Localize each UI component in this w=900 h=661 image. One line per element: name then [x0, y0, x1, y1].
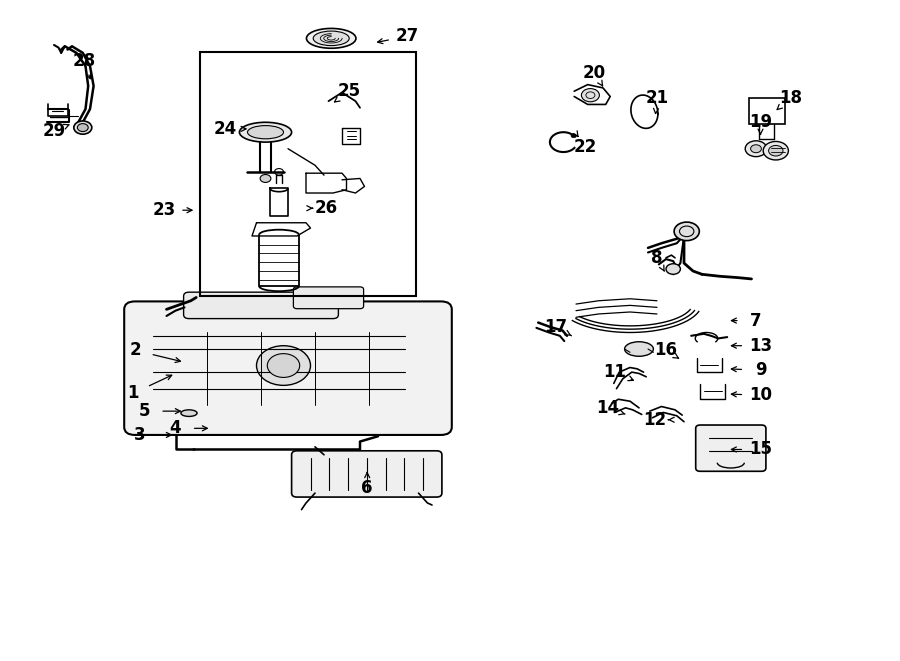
Circle shape: [674, 222, 699, 241]
Text: 28: 28: [72, 52, 95, 70]
Ellipse shape: [181, 410, 197, 416]
Text: 10: 10: [749, 386, 772, 405]
FancyBboxPatch shape: [184, 292, 338, 319]
FancyBboxPatch shape: [293, 287, 364, 309]
Circle shape: [666, 264, 680, 274]
Text: 2: 2: [130, 341, 140, 360]
Ellipse shape: [239, 122, 292, 142]
Text: 11: 11: [603, 363, 626, 381]
Text: 18: 18: [778, 89, 802, 107]
Text: 22: 22: [573, 137, 597, 156]
FancyBboxPatch shape: [124, 301, 452, 435]
Text: 7: 7: [751, 311, 761, 330]
Circle shape: [256, 346, 310, 385]
Text: 14: 14: [596, 399, 619, 418]
Text: 20: 20: [582, 63, 606, 82]
Circle shape: [769, 145, 783, 156]
Text: 1: 1: [128, 384, 139, 403]
Circle shape: [571, 134, 576, 137]
Circle shape: [74, 121, 92, 134]
Text: 13: 13: [749, 336, 772, 355]
Text: 9: 9: [755, 361, 766, 379]
Text: 24: 24: [213, 120, 237, 138]
Text: 23: 23: [152, 201, 176, 219]
Text: 21: 21: [645, 89, 669, 107]
Text: 8: 8: [652, 249, 662, 267]
Text: 19: 19: [749, 113, 772, 132]
Ellipse shape: [625, 342, 653, 356]
Bar: [200, 52, 416, 296]
Text: 12: 12: [644, 410, 667, 429]
Text: 16: 16: [654, 341, 678, 360]
Text: 15: 15: [749, 440, 772, 459]
FancyBboxPatch shape: [696, 425, 766, 471]
Ellipse shape: [306, 28, 356, 48]
FancyBboxPatch shape: [292, 451, 442, 497]
Ellipse shape: [248, 126, 284, 139]
Circle shape: [581, 89, 599, 102]
Circle shape: [77, 124, 88, 132]
Text: 5: 5: [139, 402, 149, 420]
Text: 4: 4: [170, 419, 181, 438]
Text: 26: 26: [314, 199, 338, 217]
Circle shape: [745, 141, 767, 157]
Text: 27: 27: [395, 27, 419, 46]
Bar: [749, 98, 785, 124]
Circle shape: [763, 141, 788, 160]
Circle shape: [260, 175, 271, 182]
Circle shape: [267, 354, 300, 377]
Text: 25: 25: [338, 82, 361, 100]
Circle shape: [751, 145, 761, 153]
Text: 17: 17: [544, 318, 568, 336]
Text: 29: 29: [42, 122, 66, 140]
Text: 3: 3: [134, 426, 145, 444]
Ellipse shape: [313, 31, 349, 46]
Text: 6: 6: [362, 479, 373, 497]
